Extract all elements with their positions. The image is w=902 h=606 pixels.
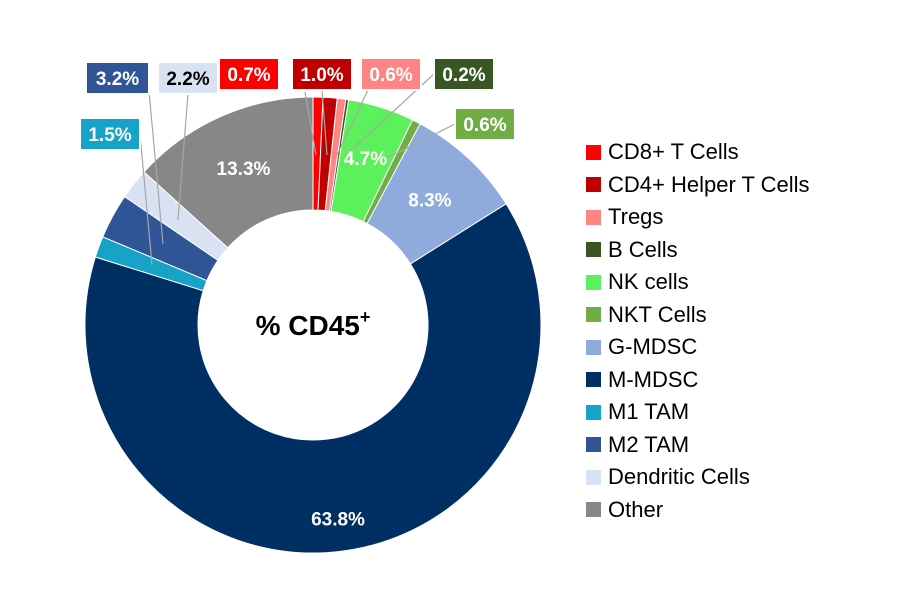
leader-dendritic-cells: [177, 93, 189, 221]
center-label-sup: +: [360, 307, 371, 327]
slice-m-mdsc: [84, 203, 542, 554]
legend-item-cd8-t-cells: CD8+ T Cells: [586, 136, 810, 169]
label-box-b-cells: [433, 57, 495, 91]
legend-label: M2 TAM: [608, 431, 690, 457]
legend-item-dendritic-cells: Dendritic Cells: [586, 461, 810, 494]
legend-swatch: [586, 469, 601, 485]
legend-swatch: [586, 274, 601, 290]
legend-item-m1-tam: M1 TAM: [586, 396, 810, 429]
legend-swatch: [586, 372, 601, 388]
label-box-nkt-cells: [454, 107, 516, 141]
legend-item-g-mdsc: G-MDSC: [586, 331, 810, 364]
legend-label: Other: [608, 496, 664, 522]
legend-label: G-MDSC: [608, 334, 698, 360]
legend-swatch: [586, 339, 601, 355]
data-label-cd8-t-cells: 0.7%: [227, 65, 270, 86]
legend-item-nkt-cells: NKT Cells: [586, 299, 810, 332]
legend-item-cd4-helper-t-cells: CD4+ Helper T Cells: [586, 169, 810, 202]
leader-cd8-t-cells: [304, 91, 317, 156]
legend-swatch: [586, 209, 601, 225]
data-label-b-cells: 0.2%: [442, 65, 485, 86]
label-box-m1-tam: [79, 117, 141, 151]
data-label-m2-tam: 3.2%: [96, 69, 139, 90]
legend-label: CD8+ T Cells: [608, 139, 739, 165]
donut-slices: [84, 96, 542, 554]
data-label-nk-cells: 4.7%: [344, 149, 387, 170]
leader-cd4-helper-t-cells: [321, 89, 328, 156]
legend-swatch: [586, 242, 601, 258]
legend-swatch: [586, 502, 601, 518]
legend-item-m-mdsc: M-MDSC: [586, 364, 810, 397]
data-label-other: 13.3%: [217, 159, 271, 180]
leader-nkt-cells: [382, 123, 456, 161]
legend-swatch: [586, 144, 601, 160]
legend-swatch: [586, 177, 601, 193]
label-box-tregs: [360, 57, 422, 91]
legend-swatch: [586, 307, 601, 323]
center-label-main: % CD45: [256, 310, 360, 341]
leader-m2-tam: [147, 79, 164, 245]
legend-label: CD4+ Helper T Cells: [608, 171, 810, 197]
legend-swatch: [586, 404, 601, 420]
legend-label: M1 TAM: [608, 399, 690, 425]
legend-label: B Cells: [608, 236, 678, 262]
legend: CD8+ T Cells CD4+ Helper T Cells Tregs B Ce…: [586, 136, 810, 526]
legend-item-other: Other: [586, 494, 810, 527]
leader-tregs: [336, 89, 369, 156]
label-box-cd8-t-cells: [218, 57, 280, 91]
data-labels: 0.7% 1.0% 0.6% 0.2% 4.7% 0.6% 8.3% 63.8% 1.5% 3.2…: [79, 57, 516, 530]
data-label-m1-tam: 1.5%: [88, 125, 131, 146]
legend-swatch: [586, 437, 601, 453]
legend-label: Dendritic Cells: [608, 464, 750, 490]
legend-item-m2-tam: M2 TAM: [586, 429, 810, 462]
legend-label: Tregs: [608, 204, 664, 230]
label-box-cd4-helper-t-cells: [291, 57, 353, 91]
legend-label: M-MDSC: [608, 366, 699, 392]
legend-item-nk-cells: NK cells: [586, 266, 810, 299]
label-box-dendritic-cells: [157, 61, 219, 95]
center-label: % CD45+: [256, 307, 371, 341]
data-label-nkt-cells: 0.6%: [463, 115, 506, 136]
legend-item-tregs: Tregs: [586, 201, 810, 234]
data-label-m-mdsc: 63.8%: [311, 509, 365, 530]
data-label-g-mdsc: 8.3%: [408, 191, 451, 212]
label-box-m2-tam: [85, 61, 150, 95]
data-label-tregs: 0.6%: [369, 65, 412, 86]
legend-item-b-cells: B Cells: [586, 234, 810, 267]
leader-m1-tam: [139, 133, 153, 266]
legend-label: NK cells: [608, 269, 689, 295]
data-label-dendritic-cells: 2.2%: [166, 69, 209, 90]
data-label-cd4-helper-t-cells: 1.0%: [300, 65, 343, 86]
legend-label: NKT Cells: [608, 301, 707, 327]
